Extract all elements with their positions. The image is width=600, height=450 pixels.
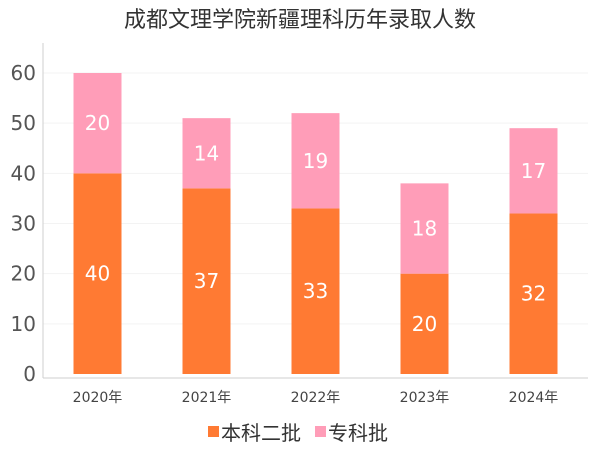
y-tick-label: 10 [11, 312, 36, 336]
bars [73, 73, 558, 374]
bar-series1 [400, 273, 449, 374]
x-tick-label: 2020年 [73, 390, 123, 406]
y-tick-labels: 0 10 20 30 40 50 60 [11, 61, 36, 386]
data-label: 17 [521, 159, 546, 183]
data-label: 19 [303, 149, 328, 173]
x-tick-label: 2023年 [400, 390, 450, 406]
axes [42, 43, 588, 379]
data-label: 20 [85, 111, 110, 135]
bar-series1 [73, 173, 122, 374]
data-label: 14 [194, 141, 219, 165]
legend: 本科二批 专科批 [208, 421, 388, 445]
data-label: 18 [412, 217, 437, 241]
bar-series2 [400, 183, 449, 274]
legend-label: 本科二批 [221, 421, 301, 445]
bar-series2 [509, 128, 558, 214]
data-label: 33 [303, 279, 328, 303]
y-tick-label: 20 [11, 262, 36, 286]
legend-label: 专科批 [328, 421, 388, 445]
legend-swatch [208, 426, 219, 437]
x-tick-label: 2024年 [509, 390, 559, 406]
y-tick-label: 50 [11, 111, 36, 135]
bar-series1 [509, 213, 558, 374]
legend-swatch [315, 426, 326, 437]
x-tick-label: 2021年 [182, 390, 232, 406]
data-label: 37 [194, 269, 219, 293]
bar-series2 [73, 73, 122, 174]
y-tick-label: 0 [23, 362, 36, 386]
data-labels: 40 20 37 14 33 19 20 18 32 17 [85, 111, 546, 336]
bar-series1 [182, 188, 231, 374]
y-tick-label: 60 [11, 61, 36, 85]
y-tick-label: 30 [11, 212, 36, 236]
y-tick-label: 40 [11, 161, 36, 185]
bar-series2 [182, 118, 231, 189]
x-tick-labels: 2020年 2021年 2022年 2023年 2024年 [73, 390, 559, 406]
bar-series2 [291, 113, 340, 209]
x-tick-label: 2022年 [291, 390, 341, 406]
data-label: 40 [85, 262, 110, 286]
data-label: 20 [412, 312, 437, 336]
data-label: 32 [521, 282, 546, 306]
bar-series1 [291, 208, 340, 374]
chart-title: 成都文理学院新疆理科历年录取人数 [124, 8, 476, 33]
